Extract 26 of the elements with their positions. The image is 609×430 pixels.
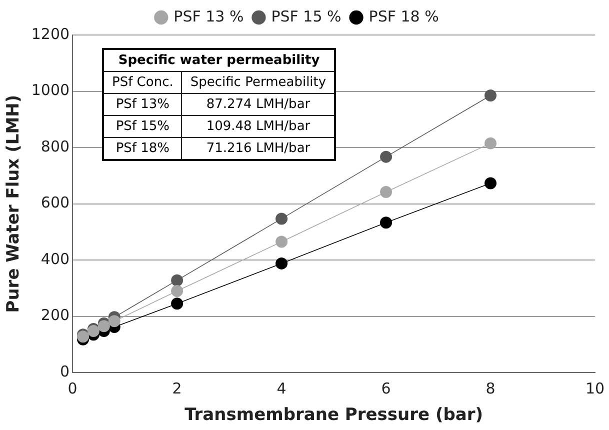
x-tick-label: 10 — [585, 379, 605, 398]
annotation: Specific water permeability — [103, 49, 336, 72]
x-tick-label: 4 — [276, 379, 286, 398]
y-axis-title: Pure Water Flux (LMH) — [4, 94, 24, 313]
y-tick-label: 200 — [40, 306, 70, 324]
annotation: 71.216 LMH/bar — [182, 138, 336, 160]
annotation: 87.274 LMH/bar — [182, 94, 336, 116]
y-tick-label: 400 — [40, 250, 70, 268]
y-tick-label: 600 — [40, 194, 70, 212]
annotation: 109.48 LMH/bar — [182, 116, 336, 138]
x-axis-title: Transmembrane Pressure (bar) — [184, 405, 484, 426]
y-tick-label: 0 — [60, 362, 70, 380]
x-tick-label: 6 — [381, 379, 391, 398]
annotation: Specific Permeability — [182, 72, 336, 94]
y-tick-label: 1000 — [31, 81, 70, 100]
annotation: PSf 18% — [103, 138, 182, 160]
legend-label: PSF 18 % — [368, 7, 439, 26]
annotation: PSf Conc. — [103, 72, 182, 94]
x-tick-label: 2 — [172, 379, 182, 398]
y-tick-label: 1200 — [31, 24, 70, 43]
legend-label: PSF 13 % — [174, 7, 244, 26]
legend-label: PSF 15 % — [271, 7, 342, 26]
annotation: PSf 13% — [103, 94, 182, 116]
x-tick-label: 8 — [486, 379, 496, 398]
y-tick-label: 800 — [40, 137, 70, 156]
annotation: PSf 15% — [103, 116, 182, 138]
